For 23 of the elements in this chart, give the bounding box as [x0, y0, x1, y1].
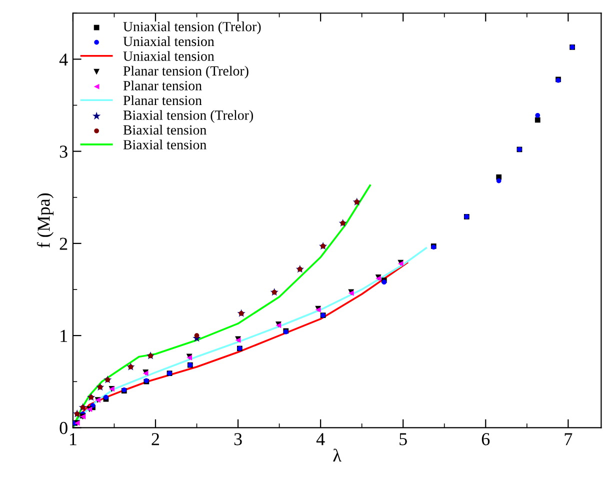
- y-tick-label: 2: [60, 238, 68, 250]
- legend-label: Uniaxial tension: [123, 51, 214, 61]
- y-tick-label: 3: [60, 146, 68, 158]
- x-tick-label: 3: [234, 433, 242, 446]
- legend-label: Planar tension: [123, 95, 202, 106]
- legend-label: Biaxial tension: [123, 140, 206, 150]
- x-tick-label: 2: [152, 433, 160, 446]
- legend-label: Biaxial tension (Trelor): [123, 110, 253, 123]
- x-tick-label: 5: [400, 433, 407, 446]
- y-axis-title: f (Mpa): [36, 193, 54, 248]
- x-tick-label: 1: [70, 433, 76, 446]
- legend-label: Uniaxial tension: [123, 36, 214, 46]
- y-tick-label: 1: [60, 330, 68, 342]
- y-tick-label: 4: [59, 54, 68, 66]
- x-tick-label: 4: [316, 433, 325, 446]
- legend-label: Uniaxial tension (Trelor): [123, 22, 261, 34]
- legend-label: Planar tension (Trelor): [123, 66, 248, 78]
- x-tick-label: 6: [482, 433, 490, 446]
- legend-label: Planar tension: [123, 80, 202, 90]
- x-axis-title: λ: [333, 448, 342, 462]
- y-tick-label: 0: [60, 422, 68, 434]
- x-tick-label: 7: [564, 433, 572, 446]
- legend-label: Biaxial tension: [123, 124, 206, 135]
